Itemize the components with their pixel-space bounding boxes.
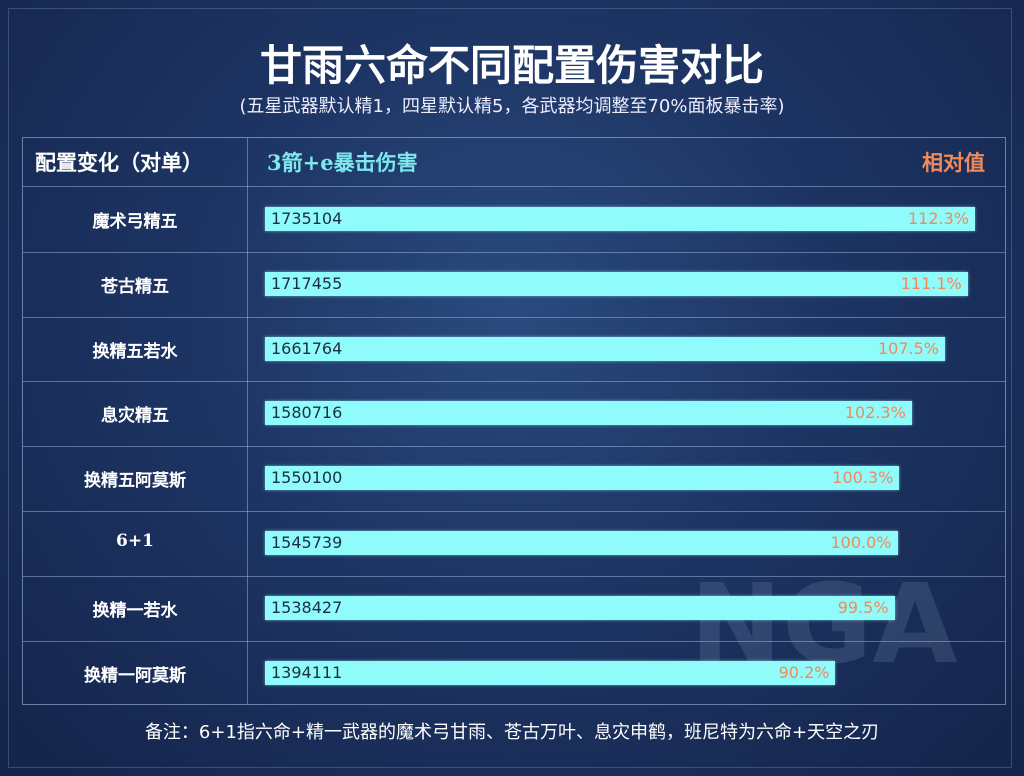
bar-value-label: 1538427 [271,597,343,617]
row-divider [23,381,1005,383]
relative-value-label: 102.3% [844,403,906,423]
row-label: 魔术弓精五 [92,212,178,232]
row-divider [23,251,1005,253]
row-label: 苍古精五 [101,276,169,297]
header-relative: 相对值 [922,150,985,175]
bar: 1735104 112.3% [265,207,975,231]
relative-value-label: 112.3% [907,209,969,228]
bar: 1717455 111.1% [265,271,968,296]
bar: 1661764 107.5% [265,336,945,361]
row-divider [23,640,1005,642]
row-label: 换精五阿莫斯 [84,471,186,492]
header-divider [23,186,1005,187]
bar-value-label: 1545739 [271,533,343,552]
row-label: 息灾精五 [101,406,169,427]
bar-value-label: 1580716 [271,403,343,423]
frame-border [8,8,1012,768]
relative-value-label: 107.5% [877,338,939,358]
footnote: 备注：6+1指六命+精一武器的魔术弓甘雨、苍古万叶、息灾申鹤，班尼特为六命+天空… [144,722,880,743]
relative-value-label: 100.0% [830,533,892,552]
bar: 1550100 100.3% [265,466,900,491]
row-divider [23,316,1005,318]
relative-value-label: 111.1% [900,273,962,293]
bar: 1394111 90.2% [265,660,836,685]
row-label: 换精一若水 [92,600,178,621]
column-divider [247,138,248,704]
row-label: 换精五若水 [92,341,178,362]
row-divider [23,511,1005,512]
relative-value-label: 100.3% [832,468,894,488]
row-divider [23,446,1005,448]
data-table: 配置变化（对单） 3箭+e暴击伤害 相对值 魔术弓精五 1735104 112.3%… [22,137,1006,705]
bar-value-label: 1550100 [271,468,343,488]
bar-value-label: 1661764 [271,338,343,358]
chart-subtitle: (五星武器默认精1，四星默认精5，各武器均调整至70%面板暴击率) [239,96,785,117]
row-label: 换精一阿莫斯 [84,665,186,686]
row-divider [23,575,1005,577]
bar-value-label: 1717455 [271,273,343,293]
bar: 1545739 100.0% [265,531,898,555]
relative-value-label: 99.5% [837,597,889,617]
bar-value-label: 1735104 [271,209,343,228]
row-label: 6+1 [116,531,154,551]
chart-title: 甘雨六命不同配置伤害对比 [259,41,764,90]
relative-value-label: 90.2% [778,662,830,682]
bar: 1538427 99.5% [265,595,895,620]
bar: 1580716 102.3% [265,401,912,426]
header-config: 配置变化（对单） [35,150,203,175]
header-damage: 3箭+e暴击伤害 [267,150,418,175]
bar-value-label: 1394111 [271,662,343,682]
